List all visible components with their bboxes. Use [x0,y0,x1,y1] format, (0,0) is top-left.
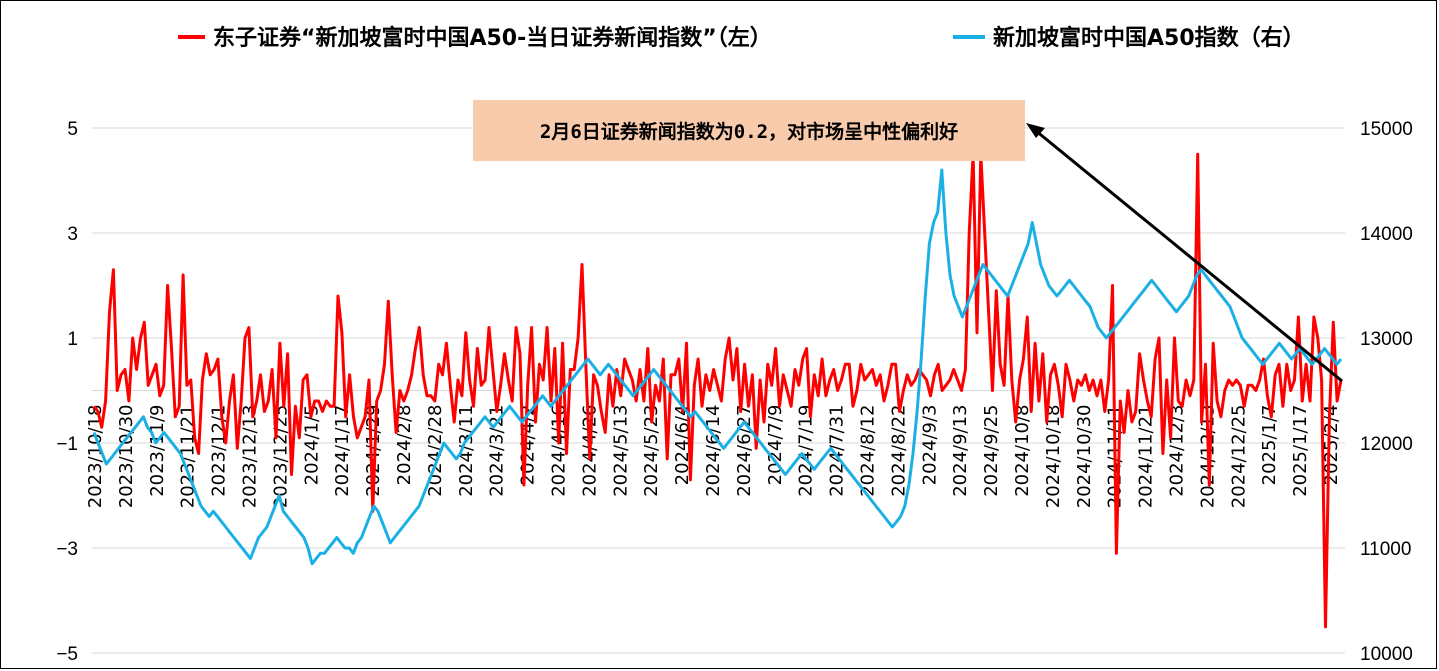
x-tick-label: 2024/6/14 [703,405,724,497]
x-tick-label: 2024/10/30 [1074,405,1095,509]
x-tick-label: 2024/12/25 [1228,405,1249,509]
x-tick-label: 2023/10/30 [116,405,137,509]
right-y-tick-label: 11000 [1360,539,1411,560]
x-tick-label: 2024/7/9 [765,405,786,486]
right-y-tick-label: 12000 [1360,434,1413,455]
left-y-tick-label: 5 [67,119,78,140]
x-tick-label: 2024/2/8 [394,405,415,486]
x-tick-label: 2025/1/7 [1259,405,1280,486]
x-tick-label: 2024/7/31 [827,405,848,497]
series-line-news-index [92,152,1343,629]
x-tick-label: 2024/10/18 [1043,405,1064,509]
right-y-tick-label: 14000 [1360,224,1413,245]
annotation-arrow [1029,124,1343,383]
left-y-tick-label: 1 [67,329,78,350]
x-tick-label: 2025/2/4 [1321,405,1342,486]
right-y-tick-label: 13000 [1360,329,1413,350]
left-y-tick-label: −1 [56,434,78,455]
x-tick-label: 2024/1/5 [301,405,322,486]
annotation-note: 2月6日证券新闻指数为0.2，对市场呈中性偏利好 [473,100,1025,161]
legend-label-a50-index: 新加坡富时中国A50指数（右） [993,25,1305,51]
left-y-tick-label: 3 [67,224,78,245]
right-y-axis: 10000 11000 12000 13000 14000 15000 [1360,119,1413,665]
right-y-tick-label: 15000 [1360,119,1413,140]
x-tick-label: 2024/10/8 [1012,405,1033,497]
series-line-a50-index [92,168,1343,566]
x-tick-label: 2025/1/17 [1290,405,1311,497]
legend: 东子证券“新加坡富时中国A50-当日证券新闻指数”（左） 新加坡富时中国A50指… [178,25,1305,51]
x-tick-label: 2023/10/18 [85,405,106,509]
right-y-tick-label: 10000 [1360,644,1413,665]
x-tick-label: 2024/2/28 [425,405,446,497]
x-tick-label: 2024/9/13 [950,404,971,496]
x-tick-label: 2024/8/12 [858,405,879,497]
legend-label-news-index: 东子证券“新加坡富时中国A50-当日证券新闻指数”（左） [213,25,772,51]
x-tick-label: 2024/11/21 [1136,405,1157,509]
x-tick-label: 2024/7/19 [796,405,817,497]
x-tick-label: 2024/1/17 [332,405,353,497]
x-tick-label: 2024/9/3 [919,405,940,486]
x-tick-label: 2024/5/13 [610,405,631,497]
x-tick-label: 2024/9/25 [981,405,1002,497]
x-tick-label: 2024/5/23 [641,405,662,497]
left-y-tick-label: −3 [56,539,78,560]
series-lines [92,152,1343,629]
x-tick-label: 2024/3/21 [487,405,508,497]
x-tick-label: 2024/8/22 [888,405,909,497]
x-tick-label: 2023/12/13 [240,405,261,509]
annotation-arrowhead [1026,123,1045,138]
x-tick-label: 2023/11/9 [147,405,168,497]
left-y-axis: −5 −3 −1 1 3 5 [56,119,78,665]
left-y-tick-label: −5 [56,644,78,665]
x-tick-label: 2024/3/11 [456,405,477,497]
x-tick-label: 2024/6/27 [734,405,755,497]
gridlines [92,127,1345,654]
